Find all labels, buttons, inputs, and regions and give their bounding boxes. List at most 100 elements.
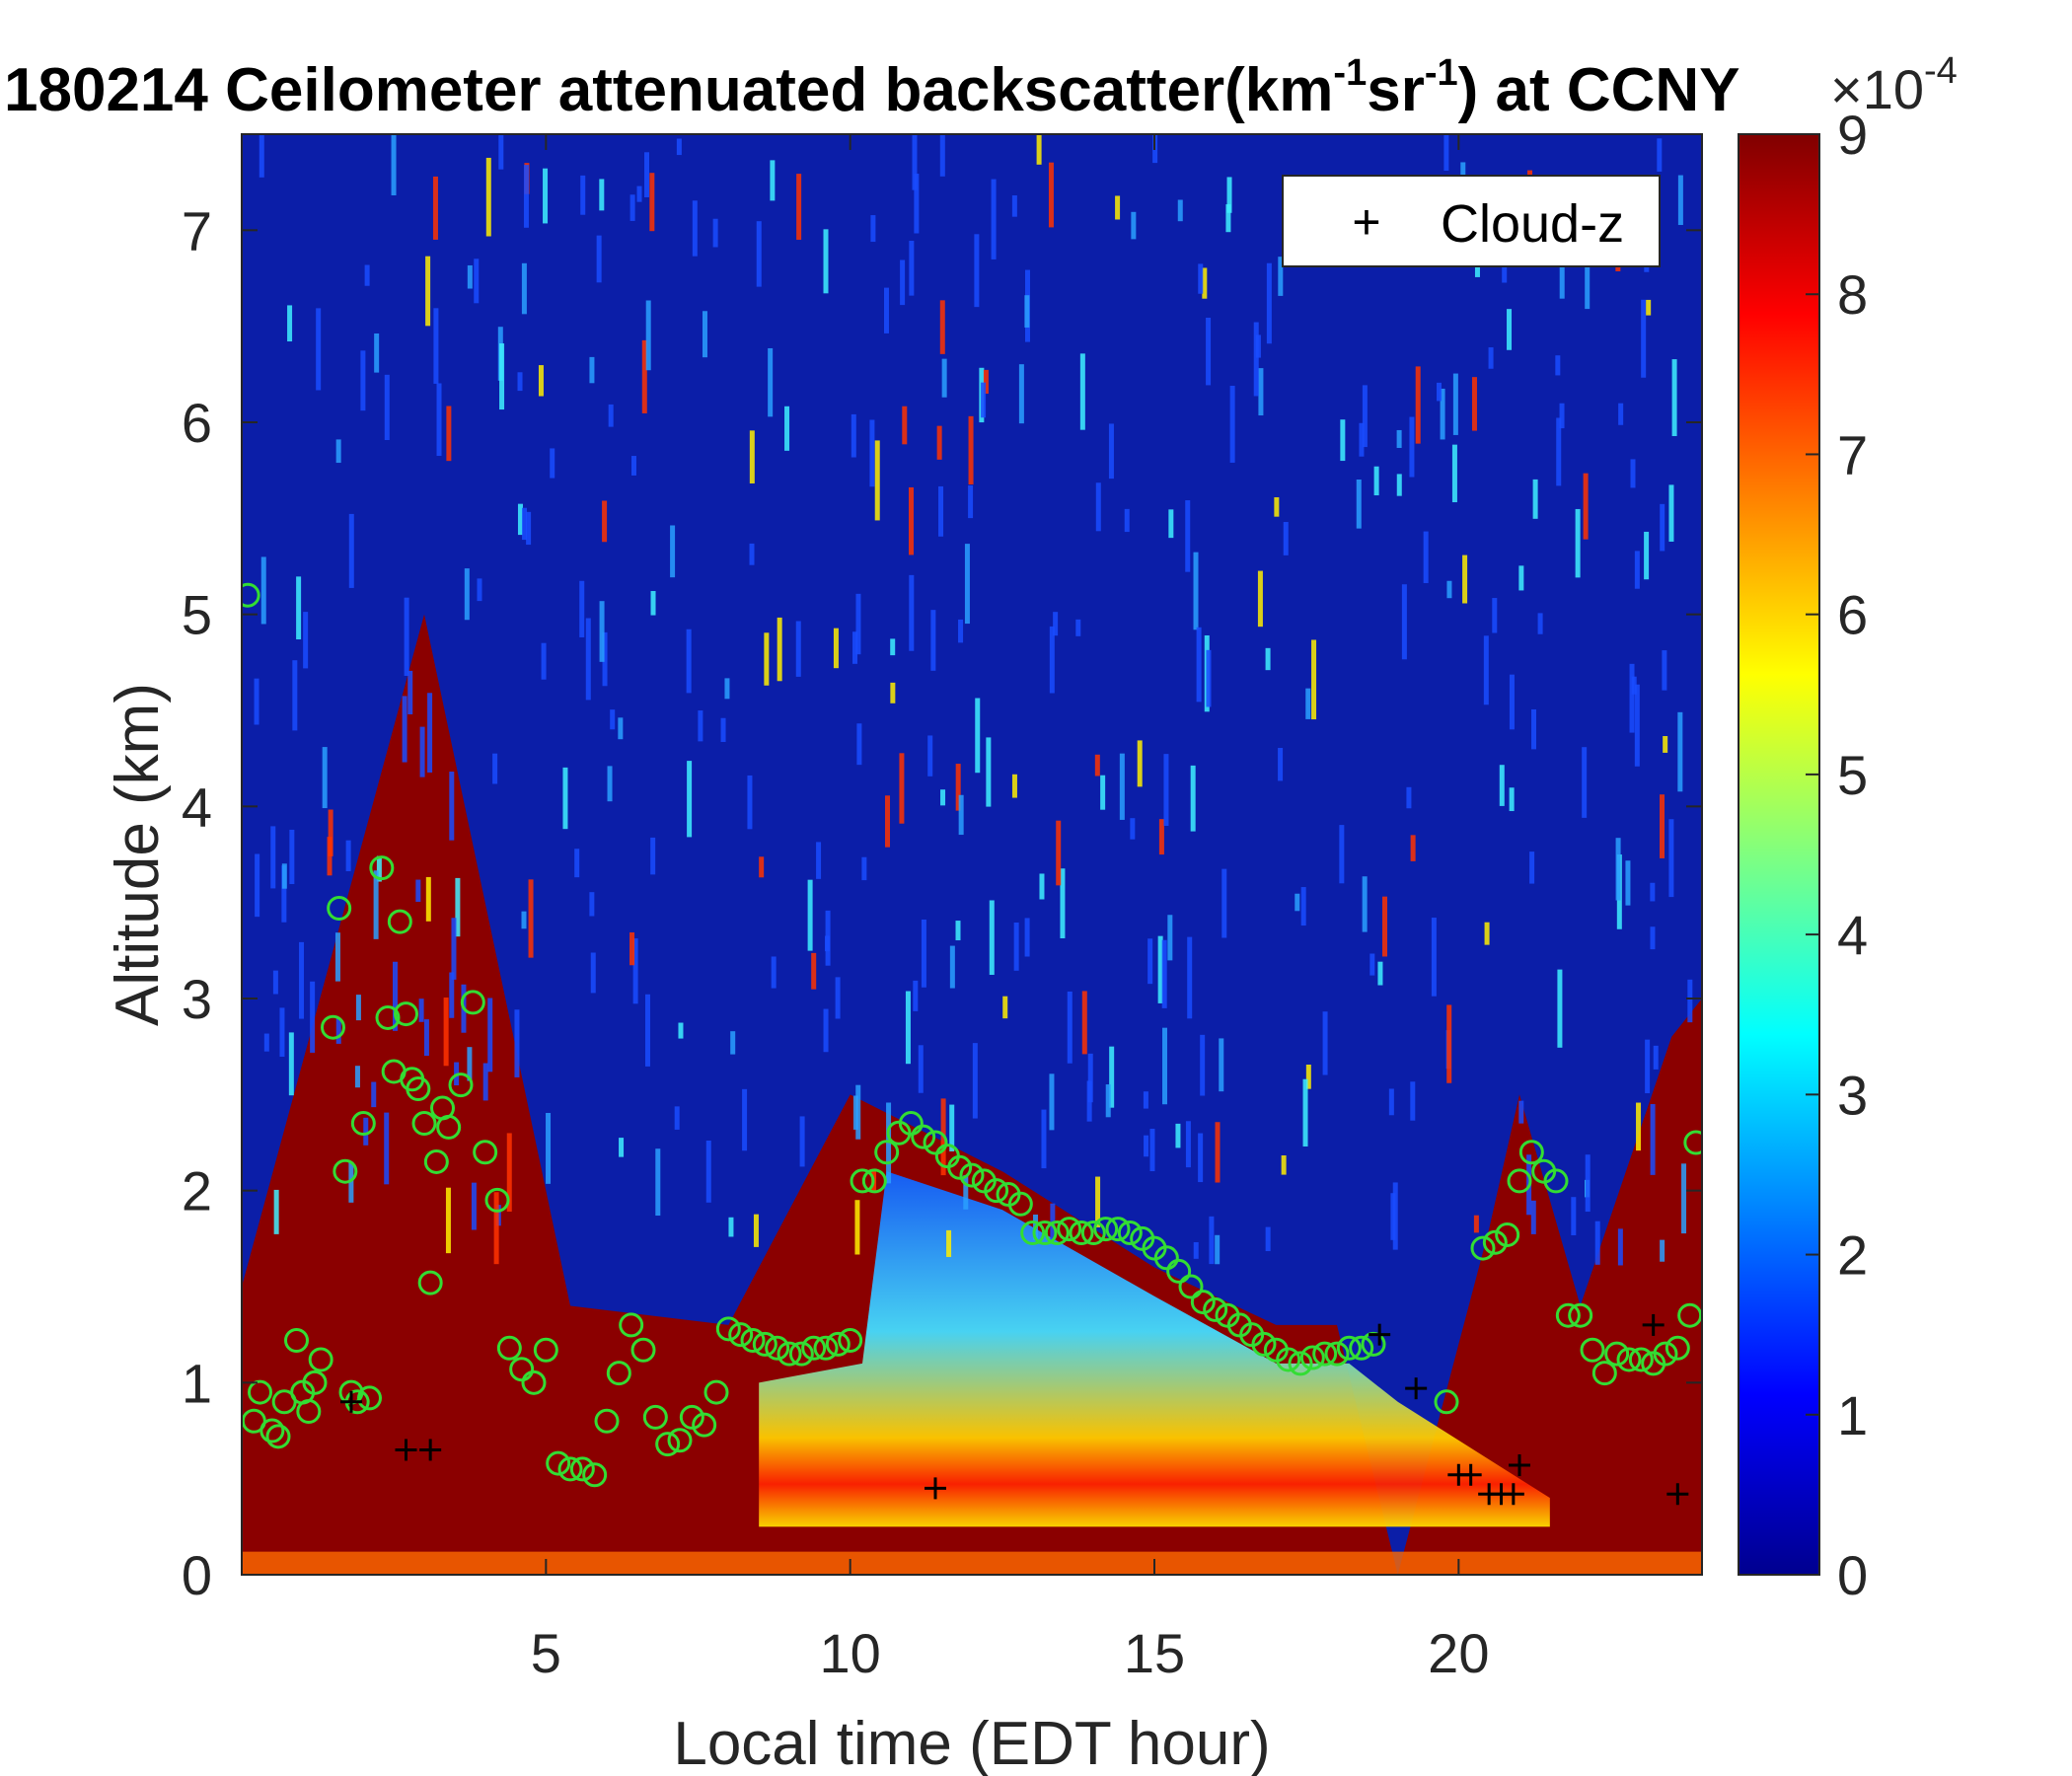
pbl-height-point [321,1014,345,1040]
speckle-streak [596,235,602,283]
pbl-height-point [1349,1335,1374,1361]
speckle-streak [936,425,942,460]
speckle-streak [914,174,920,234]
y-tick-label: 5 [182,584,212,646]
speckle-streak [1571,1197,1577,1235]
speckle-streak [1163,754,1169,827]
speckle-streak [335,1018,341,1044]
speckle-streak [1143,1091,1148,1109]
speckle-streak [1215,1122,1221,1183]
speckle-streak [1484,922,1490,945]
speckle-streak [742,1088,748,1151]
speckle-streak [974,234,980,308]
speckle-streak [1415,366,1421,444]
speckle-streak [972,1043,978,1119]
speckle-streak [393,961,399,1031]
pbl-height-point [630,1337,656,1363]
speckle-streak [574,849,580,878]
points-layer [242,582,1702,1506]
speckle-streak [391,134,397,195]
speckle-streak [649,173,655,232]
speckle-streak [418,999,424,1022]
speckle-streak [263,1033,269,1052]
pbl-height-point [911,1124,936,1149]
speckle-streak [1663,736,1668,753]
speckle-streak [374,333,380,373]
speckle-streak [1283,522,1289,555]
speckle-streak [1198,263,1204,294]
pbl-height-point [302,1369,328,1395]
speckle-streak [1634,551,1640,589]
colorbar-gradient [1738,133,1820,1576]
speckle-streak [373,870,379,939]
speckle-streak [749,543,755,565]
speckle-streak [1130,818,1136,840]
pbl-height-point [460,990,485,1015]
speckle-streak [1013,923,1019,971]
pbl-height-point [1251,1331,1277,1357]
plot-area [242,134,1702,1575]
speckle-streak [334,932,340,982]
speckle-streak [1322,1011,1328,1075]
speckle-streak [589,892,595,917]
speckle-streak [1086,1080,1092,1122]
speckle-streak [702,311,707,358]
speckle-streak [1161,1027,1167,1105]
speckle-streak [1671,359,1677,436]
speckle-streak [1660,1239,1665,1262]
speckle-streak [546,1112,552,1184]
speckle-streak [958,619,964,643]
speckle-streak [795,621,801,677]
speckle-streak [1147,938,1153,985]
speckle-streak [1681,1163,1687,1234]
speckle-streak [599,179,605,211]
speckle-streak [299,941,305,1019]
speckle-streak [1657,138,1663,172]
speckle-streak [1488,347,1494,369]
speckle-streak [590,952,596,994]
pbl-height-point [874,1140,900,1165]
speckle-streak [1507,309,1513,350]
speckle-streak [348,513,354,588]
pbl-height-point [740,1328,766,1354]
speckle-streak [310,981,316,1053]
colorbar-tick-label: 0 [1837,1544,1868,1606]
chart-title: 180214 Ceilometer attenuated backscatter… [4,52,1740,124]
pbl-height-point [259,1418,285,1443]
pbl-height-point [1190,1290,1216,1315]
speckle-streak [1024,295,1030,328]
speckle-streak [1167,915,1173,961]
pbl-height-point [1677,1302,1702,1328]
legend-box [1282,175,1661,267]
speckle-streak [1618,403,1624,425]
pbl-height-point [1495,1221,1520,1247]
speckle-streak [905,991,911,1065]
colorbar-tick-label: 5 [1837,744,1868,806]
speckle-streak [522,507,528,541]
speckle-streak [764,632,770,686]
speckle-streak [940,789,946,806]
speckle-streak [498,134,504,170]
speckle-streak [1583,473,1589,540]
speckle-streak [968,484,974,519]
speckle-streak [492,753,498,784]
pbl-height-point [898,1111,924,1137]
cloud-z-point [340,1390,362,1413]
pbl-height-point [642,1404,668,1430]
speckle-streak [1509,787,1515,812]
speckle-streak [384,374,390,441]
speckle-streak [946,1229,952,1257]
speckle-streak [1161,939,1167,1008]
speckle-streak [1636,1102,1642,1151]
speckle-streak [1060,868,1066,938]
pbl-height-point [387,909,412,934]
pbl-height-point [484,1187,510,1213]
pbl-height-point [1568,1302,1593,1328]
speckle-streak [1451,444,1457,503]
colorbar-tick-label: 7 [1837,423,1868,485]
speckle-streak [449,772,455,841]
speckle-streak [886,1102,892,1184]
speckle-streak [1018,364,1024,424]
pbl-height-point [1044,1220,1070,1245]
